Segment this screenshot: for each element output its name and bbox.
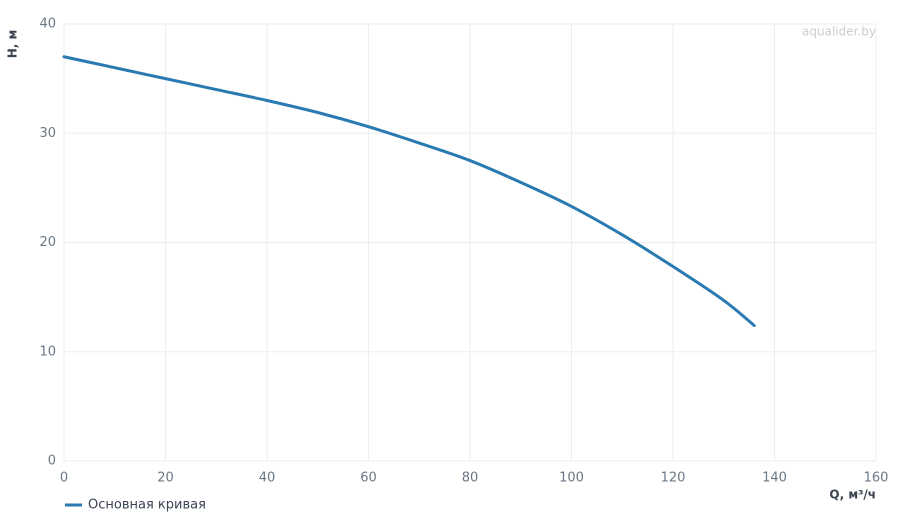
x-tick-label: 100 — [559, 471, 584, 486]
y-tick-label: 10 — [39, 344, 56, 359]
y-tick-label: 20 — [39, 235, 56, 250]
x-tick-label: 120 — [661, 471, 686, 486]
y-tick-label: 30 — [39, 126, 56, 141]
x-tick-label: 80 — [462, 471, 479, 486]
y-tick-label: 0 — [48, 454, 56, 469]
watermark: aqualider.by — [802, 25, 876, 39]
x-tick-label: 20 — [157, 471, 174, 486]
legend-label: Основная кривая — [88, 498, 206, 513]
x-tick-label: 0 — [60, 471, 68, 486]
x-tick-label: 40 — [259, 471, 276, 486]
curve — [62, 55, 756, 328]
x-tick-label: 160 — [864, 471, 889, 486]
x-axis-label: Q, м³/ч — [829, 488, 876, 502]
y-tick-label: 40 — [39, 17, 56, 32]
x-tick-label: 60 — [360, 471, 377, 486]
y-axis-label: H, м — [6, 30, 20, 59]
x-tick-label: 140 — [762, 471, 787, 486]
